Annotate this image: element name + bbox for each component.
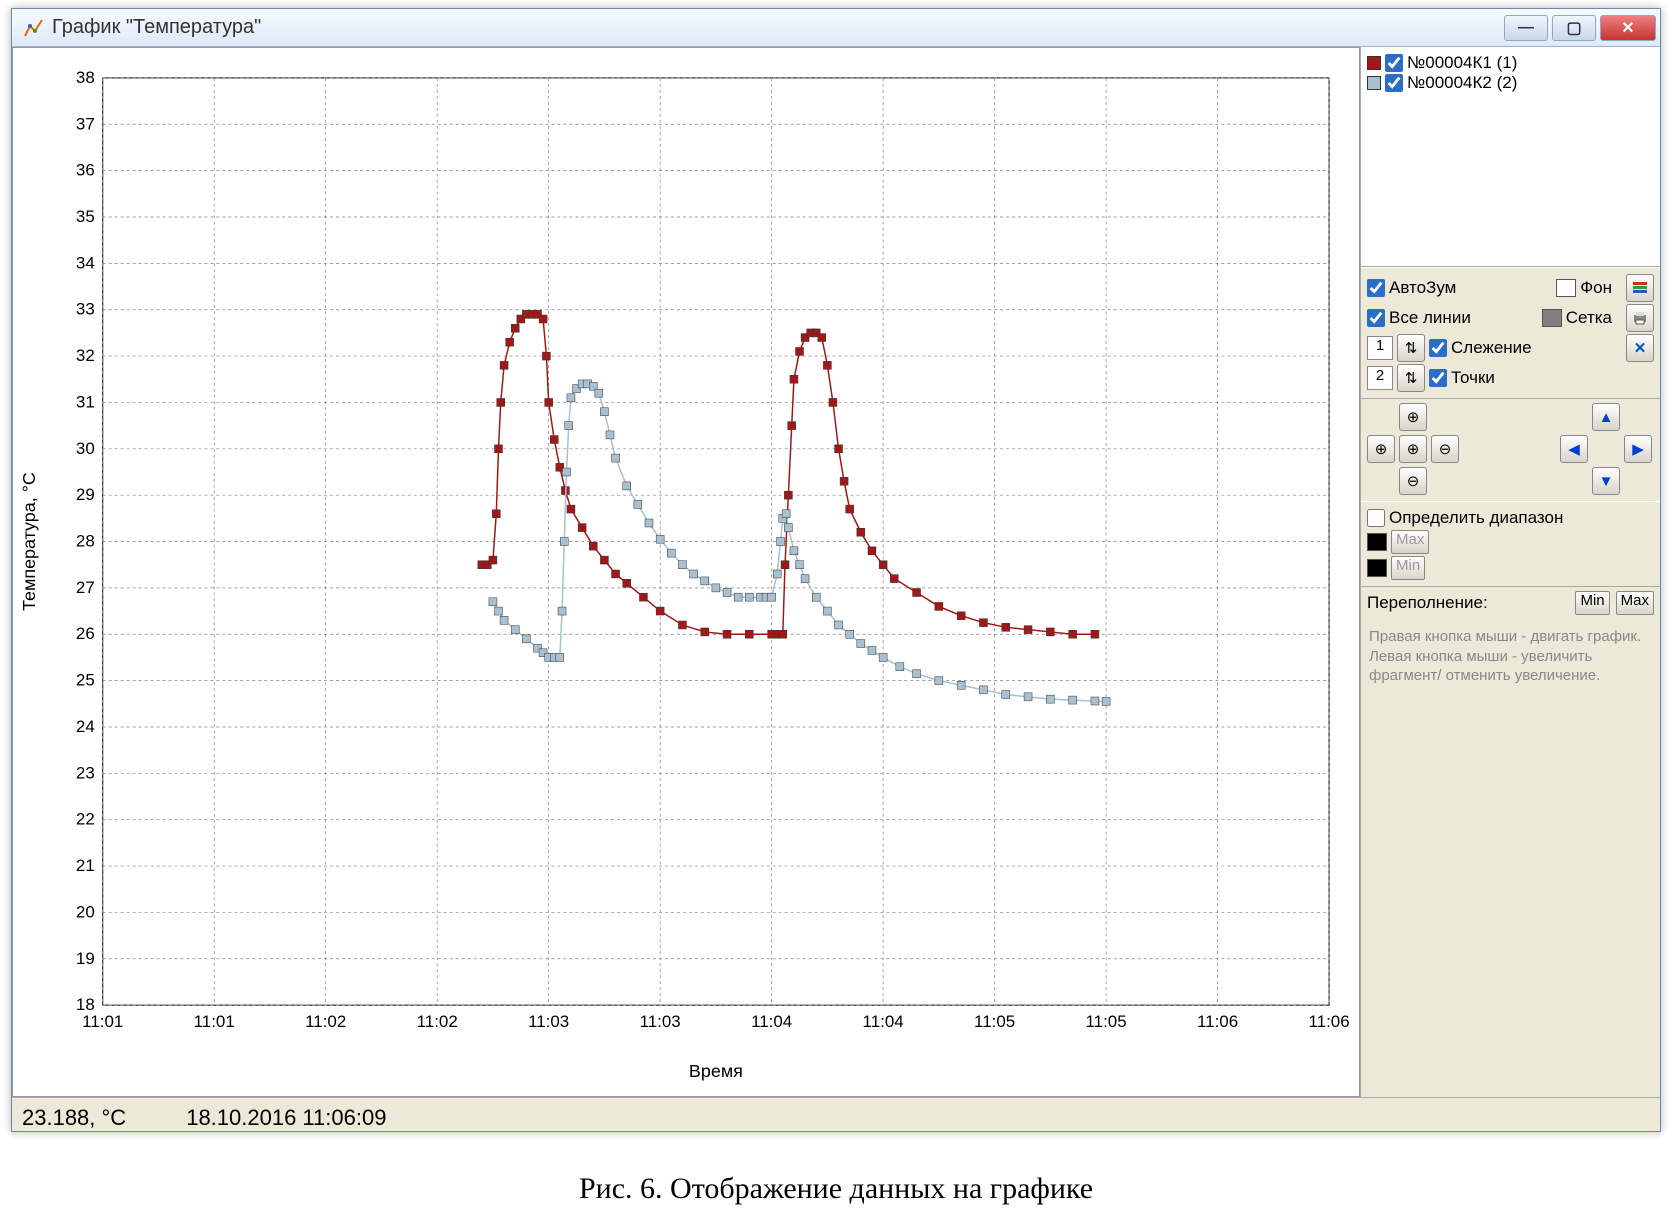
points-num[interactable]: 2	[1367, 366, 1393, 390]
titlebar[interactable]: График "Температура" — ▢ ✕	[12, 9, 1660, 47]
nav-right-button[interactable]: ▶	[1624, 435, 1652, 463]
svg-text:11:04: 11:04	[863, 1012, 904, 1031]
svg-text:11:04: 11:04	[751, 1012, 792, 1031]
alllines-label: Все линии	[1389, 308, 1471, 328]
print-button[interactable]	[1626, 304, 1654, 332]
app-window: График "Температура" — ▢ ✕ 1819202122232…	[11, 8, 1661, 1132]
maximize-button[interactable]: ▢	[1552, 15, 1596, 41]
alllines-checkbox[interactable]	[1367, 309, 1385, 327]
legend-checkbox[interactable]	[1385, 74, 1403, 92]
svg-text:31: 31	[76, 392, 95, 411]
chart-area[interactable]: 1819202122232425262728293031323334353637…	[12, 47, 1360, 1097]
svg-text:11:01: 11:01	[82, 1012, 123, 1031]
range-checkbox[interactable]	[1367, 509, 1385, 527]
legend-checkbox[interactable]	[1385, 54, 1403, 72]
svg-text:11:01: 11:01	[194, 1012, 235, 1031]
svg-text:21: 21	[76, 856, 95, 875]
svg-text:28: 28	[76, 532, 95, 551]
overflow-label: Переполнение:	[1367, 593, 1488, 613]
svg-text:11:05: 11:05	[974, 1012, 1015, 1031]
zoom-out-y-button[interactable]: ⊖	[1399, 467, 1427, 495]
svg-text:29: 29	[76, 485, 95, 504]
svg-text:36: 36	[76, 161, 95, 180]
max-button[interactable]: Max	[1391, 530, 1429, 554]
zoom-in-button[interactable]: ⊕	[1367, 435, 1395, 463]
autozoom-label: АвтоЗум	[1389, 278, 1456, 298]
grid-color-swatch[interactable]	[1542, 309, 1562, 327]
points-label: Точки	[1451, 368, 1495, 388]
statusbar: 23.188, °C 18.10.2016 11:06:09	[12, 1097, 1660, 1131]
figure-caption: Рис. 6. Отображение данных на графике	[0, 1132, 1672, 1226]
svg-text:11:03: 11:03	[640, 1012, 681, 1031]
svg-text:11:05: 11:05	[1086, 1012, 1127, 1031]
help-text: Правая кнопка мыши - двигать график. Лев…	[1361, 619, 1660, 694]
bg-label: Фон	[1580, 278, 1612, 298]
svg-text:20: 20	[76, 902, 95, 921]
zoom-in-y-button[interactable]: ⊕	[1399, 403, 1427, 431]
tracking-label: Слежение	[1451, 338, 1532, 358]
legend-swatch	[1367, 56, 1381, 70]
zoom-reset-button[interactable]: ⊕	[1399, 435, 1427, 463]
chart-svg: 1819202122232425262728293031323334353637…	[13, 48, 1359, 1095]
svg-text:30: 30	[76, 439, 95, 458]
status-temp: 23.188, °C	[22, 1105, 126, 1131]
svg-text:Температура, °C: Температура, °C	[19, 472, 39, 611]
status-datetime: 18.10.2016 11:06:09	[186, 1105, 386, 1131]
range-label: Определить диапазон	[1389, 508, 1563, 528]
svg-text:32: 32	[76, 346, 95, 365]
svg-text:37: 37	[76, 114, 95, 133]
svg-text:11:02: 11:02	[305, 1012, 346, 1031]
svg-text:26: 26	[76, 624, 95, 643]
tracking-spinner[interactable]: ⇅	[1397, 334, 1425, 362]
svg-text:23: 23	[76, 763, 95, 782]
svg-text:11:06: 11:06	[1308, 1012, 1349, 1031]
close-button[interactable]: ✕	[1600, 15, 1656, 41]
nav-up-button[interactable]: ▲	[1592, 403, 1620, 431]
min-button[interactable]: Min	[1391, 556, 1425, 580]
window-title: График "Температура"	[52, 16, 1504, 39]
svg-text:11:06: 11:06	[1197, 1012, 1238, 1031]
tracking-checkbox[interactable]	[1429, 339, 1447, 357]
legend-item-0[interactable]: №00004К1 (1)	[1367, 53, 1654, 73]
points-checkbox[interactable]	[1429, 369, 1447, 387]
overflow-max-button[interactable]: Max	[1616, 591, 1654, 615]
svg-text:19: 19	[76, 949, 95, 968]
nav-down-button[interactable]: ▼	[1592, 467, 1620, 495]
svg-text:34: 34	[76, 253, 95, 272]
grid-label: Сетка	[1566, 308, 1612, 328]
svg-text:27: 27	[76, 578, 95, 597]
svg-text:38: 38	[76, 68, 95, 87]
zoom-out-button[interactable]: ⊖	[1431, 435, 1459, 463]
svg-text:24: 24	[76, 717, 95, 736]
overflow-min-button[interactable]: Min	[1575, 591, 1609, 615]
points-spinner[interactable]: ⇅	[1397, 364, 1425, 392]
legend-item-1[interactable]: №00004К2 (2)	[1367, 73, 1654, 93]
legend-label: №00004К2 (2)	[1407, 73, 1517, 93]
legend-swatch	[1367, 76, 1381, 90]
svg-text:11:03: 11:03	[528, 1012, 569, 1031]
max-color-swatch[interactable]	[1367, 533, 1387, 551]
svg-text:33: 33	[76, 300, 95, 319]
autozoom-checkbox[interactable]	[1367, 279, 1385, 297]
nav-left-button[interactable]: ◀	[1560, 435, 1588, 463]
delete-button[interactable]: ✕	[1626, 334, 1654, 362]
tracking-num[interactable]: 1	[1367, 336, 1393, 360]
svg-text:11:02: 11:02	[417, 1012, 458, 1031]
svg-text:22: 22	[76, 810, 95, 829]
minimize-button[interactable]: —	[1504, 15, 1548, 41]
min-color-swatch[interactable]	[1367, 559, 1387, 577]
svg-text:Время: Время	[689, 1061, 743, 1081]
bg-color-swatch[interactable]	[1556, 279, 1576, 297]
legend-label: №00004К1 (1)	[1407, 53, 1517, 73]
sidebar: №00004К1 (1) №00004К2 (2) АвтоЗум Фон Вс…	[1360, 47, 1660, 1097]
svg-text:25: 25	[76, 671, 95, 690]
app-icon	[22, 16, 46, 40]
svg-text:35: 35	[76, 207, 95, 226]
legend-panel: №00004К1 (1) №00004К2 (2)	[1361, 47, 1660, 267]
color-config-button[interactable]	[1626, 274, 1654, 302]
